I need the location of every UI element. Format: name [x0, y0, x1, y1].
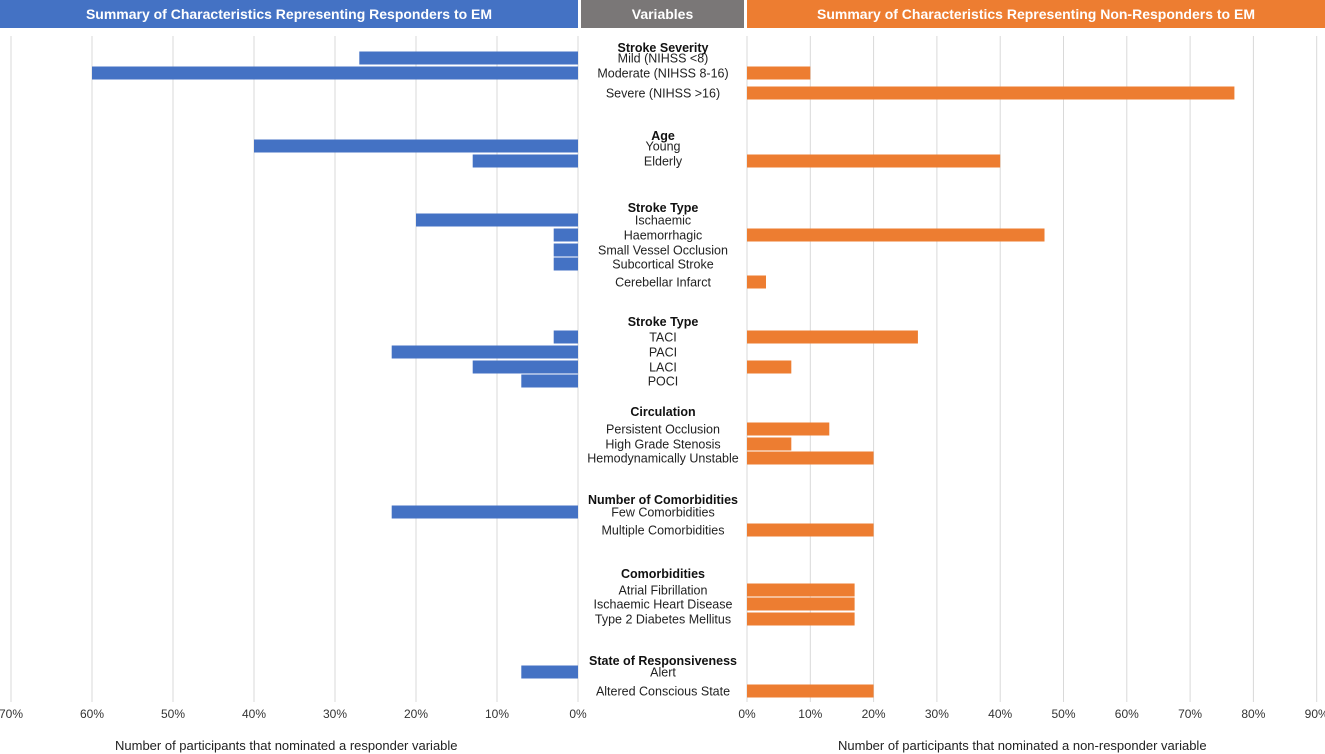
left-tick-label: 10%	[485, 707, 509, 721]
left-tick-label: 40%	[242, 707, 266, 721]
right-tick-label: 0%	[738, 707, 756, 721]
right-tick-label: 20%	[862, 707, 886, 721]
left-tick-label: 50%	[161, 707, 185, 721]
responder-bar	[521, 665, 578, 679]
variable-label: Moderate (NIHSS 8-16)	[597, 67, 728, 81]
variable-label: PACI	[649, 346, 677, 360]
variable-label: Few Comorbidities	[611, 506, 715, 520]
variable-label: Multiple Comorbidities	[602, 524, 725, 538]
variable-label: POCI	[648, 375, 679, 389]
responder-bar	[391, 345, 578, 359]
non-responder-bar	[747, 684, 874, 698]
responder-bar	[553, 257, 578, 271]
right-tick-label: 60%	[1115, 707, 1139, 721]
right-tick-label: 30%	[925, 707, 949, 721]
responder-bar	[553, 330, 578, 344]
variable-label: TACI	[649, 331, 677, 345]
variable-label: Hemodynamically Unstable	[587, 452, 739, 466]
variable-label: High Grade Stenosis	[605, 438, 720, 452]
variable-label: Atrial Fibrillation	[619, 584, 708, 598]
group-title: Stroke Type	[628, 201, 699, 215]
non-responder-bar	[747, 86, 1235, 100]
non-responder-bar	[747, 612, 855, 626]
responder-bar	[472, 360, 578, 374]
left-tick-label: 70%	[0, 707, 23, 721]
right-tick-label: 80%	[1241, 707, 1265, 721]
variable-label: Young	[646, 140, 681, 154]
responder-bar	[553, 228, 578, 242]
variable-label: Elderly	[644, 155, 683, 169]
variables-header: Variables	[581, 0, 744, 28]
right-tick-label: 90%	[1305, 707, 1325, 721]
group-title: Circulation	[630, 405, 695, 419]
variable-label: Small Vessel Occlusion	[598, 244, 728, 258]
right-tick-label: 70%	[1178, 707, 1202, 721]
responder-bar	[472, 154, 578, 168]
variable-label: Persistent Occlusion	[606, 423, 720, 437]
non-responder-bar	[747, 583, 855, 597]
variable-label: Ischaemic	[635, 214, 691, 228]
non-responder-bar	[747, 360, 792, 374]
variable-label: Altered Conscious State	[596, 685, 730, 699]
variable-label: Ischaemic Heart Disease	[594, 598, 733, 612]
responder-bar	[391, 505, 578, 519]
responder-bar	[92, 66, 578, 80]
non-responder-bar	[747, 228, 1045, 242]
variable-label: Severe (NIHSS >16)	[606, 87, 720, 101]
non-responder-bar	[747, 154, 1001, 168]
non-responder-bar	[747, 66, 811, 80]
group-title: Comorbidities	[621, 567, 705, 581]
variable-label: Cerebellar Infarct	[615, 276, 711, 290]
non-responder-bar	[747, 437, 792, 451]
non-responder-bar	[747, 275, 766, 289]
non-responders-header: Summary of Characteristics Representing …	[747, 0, 1325, 28]
non-responder-bar	[747, 451, 874, 465]
left-tick-label: 20%	[404, 707, 428, 721]
responders-header: Summary of Characteristics Representing …	[0, 0, 578, 28]
right-tick-label: 40%	[988, 707, 1012, 721]
variable-label: Mild (NIHSS <8)	[618, 52, 709, 66]
responder-bar	[254, 139, 578, 153]
group-title: Number of Comorbidities	[588, 493, 738, 507]
responder-bar	[521, 374, 578, 388]
non-responder-bar	[747, 597, 855, 611]
left-tick-label: 30%	[323, 707, 347, 721]
non-responder-bar	[747, 523, 874, 537]
variable-label: Type 2 Diabetes Mellitus	[595, 613, 731, 627]
group-title: Age	[651, 129, 675, 143]
variable-label: Alert	[650, 666, 676, 680]
non-responder-bar	[747, 330, 918, 344]
group-title: Stroke Severity	[617, 41, 708, 55]
left-axis-title: Number of participants that nominated a …	[115, 738, 458, 753]
responder-bar	[416, 213, 578, 227]
variable-label: Subcortical Stroke	[612, 258, 713, 272]
variable-label: LACI	[649, 361, 677, 375]
non-responder-bar	[747, 422, 830, 436]
left-tick-label: 60%	[80, 707, 104, 721]
right-tick-label: 50%	[1051, 707, 1075, 721]
responder-bar	[553, 243, 578, 257]
left-tick-label: 0%	[569, 707, 587, 721]
variable-label: Haemorrhagic	[624, 229, 703, 243]
group-title: Stroke Type	[628, 315, 699, 329]
right-axis-title: Number of participants that nominated a …	[838, 738, 1207, 753]
responder-bar	[359, 51, 578, 65]
group-title: State of Responsiveness	[589, 654, 737, 668]
right-tick-label: 10%	[798, 707, 822, 721]
